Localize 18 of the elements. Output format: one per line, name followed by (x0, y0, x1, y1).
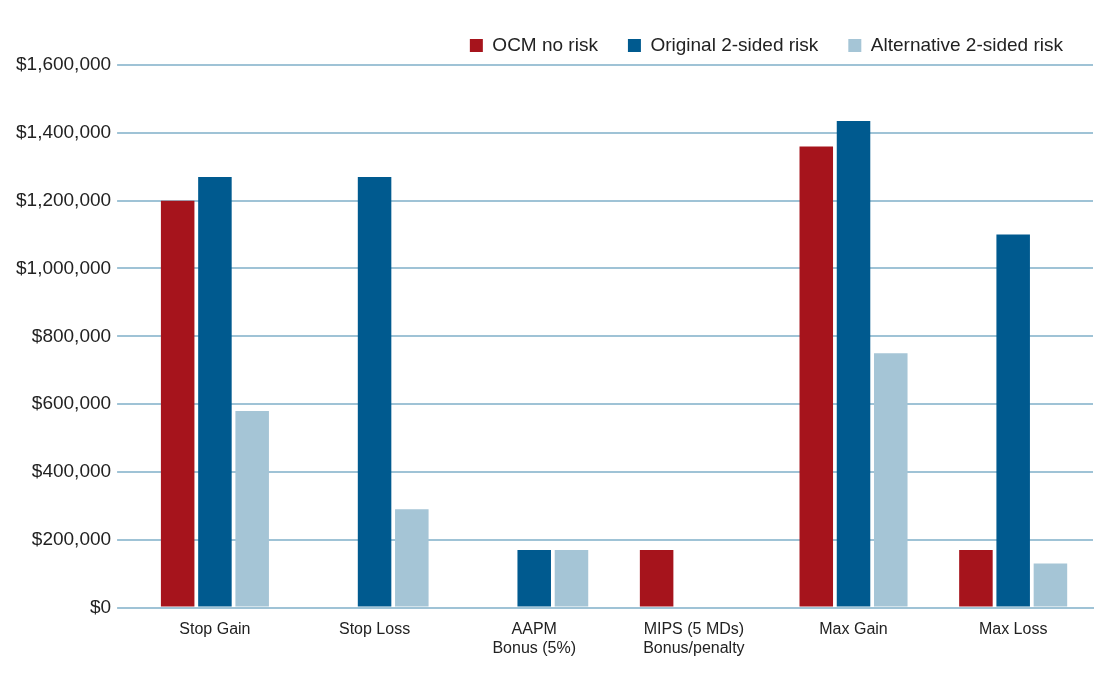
x-tick-label: AAPM Bonus (5%) (492, 619, 577, 656)
legend-label: Alternative 2-sided risk (870, 33, 1064, 55)
x-tick-label: Stop Gain (179, 619, 251, 637)
y-tick-label: $1,000,000 (16, 256, 112, 278)
y-tick-label: $1,200,000 (16, 188, 112, 210)
x-tick-label: MIPS (5 MDs) Bonus/penalty (643, 619, 745, 656)
y-tick-label: $600,000 (31, 392, 112, 414)
x-tick-label: Max Loss (978, 619, 1048, 637)
y-tick-label: $1,600,000 (16, 53, 112, 75)
y-tick-label: $0 (89, 595, 112, 617)
legend-label: Original 2-sided risk (650, 33, 819, 55)
legend-label: OCM no risk (492, 33, 599, 55)
y-tick-label: $400,000 (31, 460, 112, 482)
y-tick-label: $1,400,000 (16, 121, 112, 143)
x-tick-label: Max Gain (819, 619, 888, 637)
x-tick-label: Stop Loss (338, 619, 411, 637)
y-tick-label: $200,000 (31, 528, 112, 550)
y-tick-label: $800,000 (31, 324, 112, 346)
